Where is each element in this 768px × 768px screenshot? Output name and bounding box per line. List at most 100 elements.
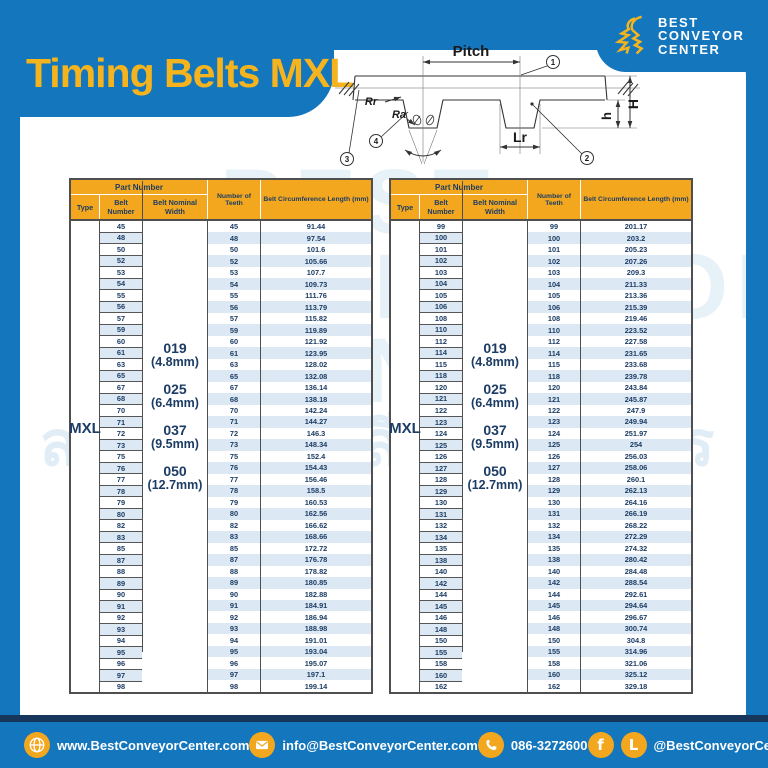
teeth-cell: 57 bbox=[229, 314, 239, 324]
teeth-cell: 60 bbox=[229, 337, 239, 347]
diagram-callout-1: 1 bbox=[551, 58, 556, 67]
teeth-cell: 94 bbox=[229, 635, 239, 645]
teeth-cell: 102 bbox=[528, 255, 580, 267]
belt-cell: 87 bbox=[100, 554, 142, 567]
teeth-cell: 100 bbox=[528, 232, 580, 244]
belt-cell: 158 bbox=[420, 659, 462, 671]
len-cell: 156.46 bbox=[304, 474, 328, 484]
len-cell: 245.87 bbox=[581, 393, 691, 405]
belt-cell: 55 bbox=[100, 290, 142, 302]
header-belt-number: Belt Number bbox=[99, 195, 142, 219]
belt-cell: 71 bbox=[100, 416, 142, 429]
belt-cell: 146 bbox=[420, 613, 462, 625]
belt-cell: 79 bbox=[100, 497, 142, 509]
mail-icon bbox=[249, 732, 276, 758]
diagram-label-H: H bbox=[625, 99, 640, 109]
belt-width-option: 019 (4.8mm) bbox=[471, 340, 519, 370]
len-cell: 329.18 bbox=[624, 681, 648, 691]
teeth-cell: 120 bbox=[547, 383, 561, 393]
teeth-cell: 70 bbox=[229, 405, 239, 415]
len-cell: 213.36 bbox=[624, 291, 648, 301]
len-cell: 284.48 bbox=[624, 566, 648, 576]
len-cell: 182.88 bbox=[304, 589, 328, 599]
teeth-cell: 53 bbox=[229, 268, 239, 278]
footer-website-text: www.BestConveyorCenter.com bbox=[57, 737, 250, 753]
teeth-cell: 104 bbox=[528, 278, 580, 290]
belt-cell: 108 bbox=[420, 313, 462, 325]
belt-cell: 126 bbox=[420, 451, 462, 463]
teeth-cell: 131 bbox=[528, 508, 580, 520]
len-cell: 115.82 bbox=[304, 314, 328, 324]
teeth-cell: 63 bbox=[229, 360, 239, 370]
teeth-cell: 122 bbox=[547, 405, 561, 415]
belt-cell: 104 bbox=[420, 278, 462, 291]
len-cell: 166.62 bbox=[304, 520, 328, 530]
len-cell: 195.07 bbox=[304, 658, 328, 668]
len-cell: 193.04 bbox=[261, 645, 371, 658]
diagram-label-ra: Ra bbox=[392, 109, 406, 121]
belt-cell: 110 bbox=[420, 324, 462, 337]
len-cell: 172.72 bbox=[304, 543, 328, 553]
len-cell: 107.7 bbox=[306, 268, 326, 278]
teeth-cell: 48 bbox=[208, 232, 260, 244]
len-cell: 207.26 bbox=[581, 255, 691, 267]
belt-cell: 132 bbox=[420, 520, 462, 532]
teeth-cell: 54 bbox=[208, 278, 260, 290]
belt-cell: 63 bbox=[100, 359, 142, 371]
belt-cell: 67 bbox=[100, 382, 142, 394]
len-cell: 256.03 bbox=[624, 451, 648, 461]
belt-cell: 162 bbox=[434, 682, 448, 692]
teeth-cell: 56 bbox=[208, 301, 260, 313]
len-cell: 188.98 bbox=[261, 622, 371, 635]
belt-cell: 123 bbox=[420, 416, 462, 429]
belt-cell: 61 bbox=[100, 347, 142, 360]
teeth-cell: 79 bbox=[229, 497, 239, 507]
len-cell: 197.1 bbox=[261, 668, 371, 681]
belt-cell: 98 bbox=[116, 682, 126, 692]
header-number-of-teeth: Number of Teeth bbox=[207, 180, 260, 219]
belt-cell: 129 bbox=[420, 485, 462, 498]
len-cell: 211.33 bbox=[581, 278, 691, 290]
teeth-cell: 83 bbox=[208, 531, 260, 543]
teeth-cell: 45 bbox=[229, 222, 239, 232]
belt-cell: 94 bbox=[100, 636, 142, 648]
teeth-cell: 75 bbox=[229, 451, 239, 461]
teeth-column: 45 48 50 52 53 54 55 56 57 59 60 61 63 65 67 68 70 71 72 73… bbox=[207, 221, 260, 692]
teeth-cell: 78 bbox=[208, 485, 260, 497]
teeth-cell: 99 bbox=[549, 222, 559, 232]
belt-cell: 127 bbox=[420, 462, 462, 475]
belt-cell: 140 bbox=[420, 566, 462, 578]
header-belt-circumference: Belt Circumference Length (mm) bbox=[260, 180, 371, 219]
belt-cell: 50 bbox=[100, 244, 142, 256]
len-cell: 128.02 bbox=[304, 360, 328, 370]
belt-cell: 134 bbox=[420, 531, 462, 544]
teeth-cell: 61 bbox=[208, 347, 260, 359]
belt-cell: 60 bbox=[100, 336, 142, 348]
belt-cell: 105 bbox=[420, 290, 462, 302]
teeth-cell: 146 bbox=[547, 612, 561, 622]
teeth-cell: 77 bbox=[229, 474, 239, 484]
table-header: Part Number Type Belt Number Belt Nomina… bbox=[391, 180, 691, 221]
belt-width-column: 019 (4.8mm) 025 (6.4mm) 037 (9.5mm) 050 (12.7mm… bbox=[142, 181, 207, 652]
belt-cell: 138 bbox=[420, 554, 462, 567]
type-column: MXL bbox=[69, 221, 101, 692]
belt-cell: 106 bbox=[420, 301, 462, 314]
belt-cell: 54 bbox=[100, 278, 142, 291]
teeth-cell: 123 bbox=[528, 416, 580, 428]
len-cell: 160.53 bbox=[304, 497, 328, 507]
table-body: MXL 45 48 50 52 53 54 55 56 57 59 60 61 63 65 67 68 70 71… bbox=[69, 181, 371, 692]
belt-cell: 142 bbox=[420, 577, 462, 590]
len-cell: 158.5 bbox=[261, 485, 371, 497]
logo-tab: BEST CONVEYOR CENTER bbox=[596, 0, 768, 72]
belt-width-option: 050 (12.7mm) bbox=[467, 462, 523, 492]
belt-width-option: 037 (9.5mm) bbox=[151, 422, 199, 451]
len-cell: 154.43 bbox=[261, 462, 371, 474]
teeth-cell: 150 bbox=[547, 635, 561, 645]
len-cell: 105.66 bbox=[261, 255, 371, 267]
belt-cell: 95 bbox=[100, 647, 142, 659]
len-cell: 136.14 bbox=[304, 383, 328, 393]
len-cell: 142.24 bbox=[304, 405, 328, 415]
len-cell: 132.08 bbox=[261, 370, 371, 382]
goat-logo-icon bbox=[614, 15, 644, 55]
teeth-cell: 59 bbox=[208, 324, 260, 336]
